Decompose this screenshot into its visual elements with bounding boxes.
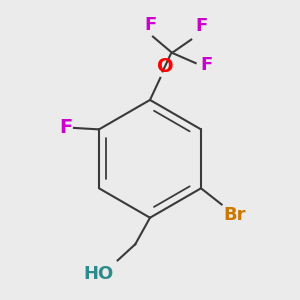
Text: F: F: [196, 17, 208, 35]
Text: F: F: [59, 118, 73, 137]
Text: Br: Br: [223, 206, 246, 224]
Text: F: F: [200, 56, 212, 74]
Text: F: F: [144, 16, 156, 34]
Text: HO: HO: [83, 265, 113, 283]
Text: O: O: [158, 57, 174, 76]
